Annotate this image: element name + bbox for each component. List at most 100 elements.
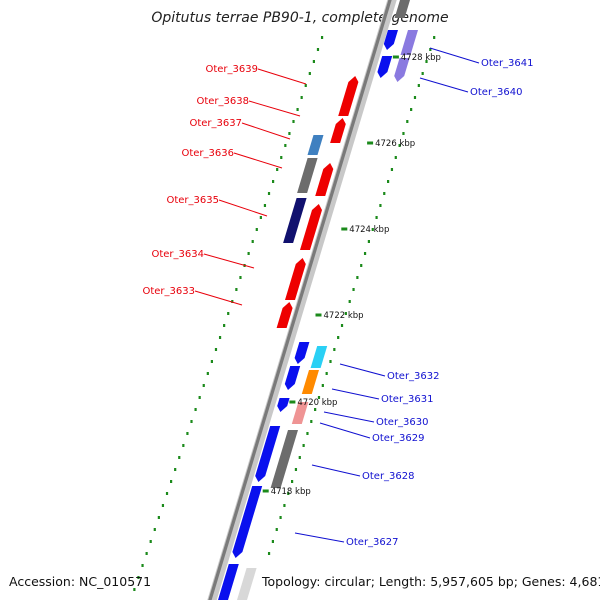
scale-tick — [392, 55, 399, 59]
gene-label-right: Oter_3632 — [387, 371, 440, 382]
gc-dot — [394, 156, 397, 159]
gc-dot — [149, 540, 152, 543]
gene-oter-3633-arrow — [276, 302, 293, 328]
gc-dot — [223, 324, 226, 327]
gene-label-right: Oter_3627 — [346, 537, 399, 548]
scale-tick — [367, 141, 374, 145]
leader-line — [331, 388, 380, 400]
gene-arrow — [237, 568, 257, 600]
leader-line — [241, 122, 291, 140]
gc-dot — [190, 420, 193, 423]
gc-dot — [356, 276, 359, 279]
gc-dot — [153, 528, 156, 531]
leader-line — [218, 199, 268, 217]
leader-line — [323, 411, 375, 423]
gc-dot — [406, 120, 409, 123]
gc-dot — [231, 300, 234, 303]
gc-dot — [308, 72, 311, 75]
gc-dot — [337, 336, 340, 339]
gc-dot — [421, 72, 424, 75]
gc-dot — [304, 84, 307, 87]
leader-line — [203, 253, 255, 269]
gene-oter-3635-arrow — [300, 204, 322, 250]
gc-dot — [283, 504, 286, 507]
gc-dot — [165, 492, 169, 495]
gene-label-left: Oter_3633 — [142, 286, 195, 297]
label-leader-lines — [194, 47, 480, 543]
scale-tick — [315, 313, 322, 317]
gc-dot — [263, 204, 267, 207]
gene-labels: Oter_3639 Oter_3638 Oter_3637 Oter_3636 Oter… — [142, 58, 533, 548]
gc-dot — [398, 144, 401, 147]
gene-label-right: Oter_3640 — [470, 87, 523, 98]
leader-line — [339, 363, 386, 377]
gene-label-left: Oter_3635 — [166, 195, 219, 206]
gc-dot — [288, 132, 291, 135]
gc-dot — [194, 408, 197, 411]
gc-dot — [145, 552, 148, 555]
gene-label-left: Oter_3637 — [189, 118, 242, 129]
backbone-shadow — [207, 0, 397, 600]
backbone-strand — [208, 0, 392, 600]
gc-dot — [186, 432, 189, 435]
gc-dot — [271, 540, 274, 543]
gc-dot — [352, 288, 355, 291]
gc-dot — [312, 60, 315, 63]
gene-oter-3630-arrow — [277, 398, 290, 412]
gc-dot — [206, 372, 209, 375]
gc-dot — [363, 252, 367, 255]
gc-dot — [302, 444, 305, 447]
scale-tick-label: 4724 kbp — [349, 225, 389, 235]
gc-dot — [287, 492, 290, 495]
gc-dot — [255, 228, 258, 231]
gc-dot — [325, 372, 328, 375]
gc-dot — [267, 192, 271, 195]
gene-label-left: Oter_3638 — [196, 96, 249, 107]
gc-dot — [235, 288, 238, 291]
gene-features — [218, 0, 418, 600]
gene-oter-3638-arrow — [330, 118, 346, 143]
gc-content-dots — [133, 36, 436, 591]
accession-text: Accession: NC_010571 — [9, 574, 152, 589]
map-title: Opitutus terrae PB90-1, complete genome — [151, 10, 448, 26]
gene-arrow — [218, 564, 239, 600]
gc-dot — [239, 276, 242, 279]
scale-tick — [289, 400, 296, 404]
gc-dot — [198, 396, 201, 399]
gc-dot — [141, 564, 144, 567]
gc-dot — [296, 108, 299, 111]
gc-dot — [367, 240, 370, 243]
gene-oter-3640-arrow — [377, 56, 393, 78]
scale-tick-label: 4728 kbp — [401, 53, 441, 63]
gc-dot — [310, 420, 313, 423]
gene-oter-3641-arrow — [400, 30, 418, 55]
gc-dot — [317, 396, 321, 399]
gc-dot — [294, 468, 298, 471]
gc-dot — [161, 504, 165, 507]
gc-dot — [329, 360, 332, 363]
summary-text: Topology: circular; Length: 5,957,605 bp… — [262, 574, 600, 589]
leader-line — [319, 422, 371, 439]
scale-tick-label: 4720 kbp — [297, 398, 337, 408]
gc-dot — [314, 408, 317, 411]
gene-label-right: Oter_3629 — [372, 433, 425, 444]
gc-dot — [280, 156, 283, 159]
gc-dot — [284, 144, 287, 147]
gene-oter-3631-arrow — [284, 366, 301, 390]
gene-oter-3639-arrow — [338, 76, 359, 116]
gc-dot — [178, 456, 181, 459]
gc-dot — [279, 516, 282, 519]
gene-oter-3630-arrow — [291, 402, 309, 424]
gc-dot — [425, 60, 428, 63]
gc-dot — [210, 360, 213, 363]
gc-dot — [413, 96, 417, 99]
gc-dot — [333, 348, 336, 351]
gc-dot — [292, 120, 295, 123]
gc-dot — [247, 252, 250, 255]
gene-oter-3634-arrow — [285, 258, 306, 300]
gc-dot — [379, 204, 382, 207]
gc-dot — [429, 48, 432, 51]
gc-dot — [267, 552, 271, 555]
scale-tick-label: 4726 kbp — [375, 139, 415, 149]
